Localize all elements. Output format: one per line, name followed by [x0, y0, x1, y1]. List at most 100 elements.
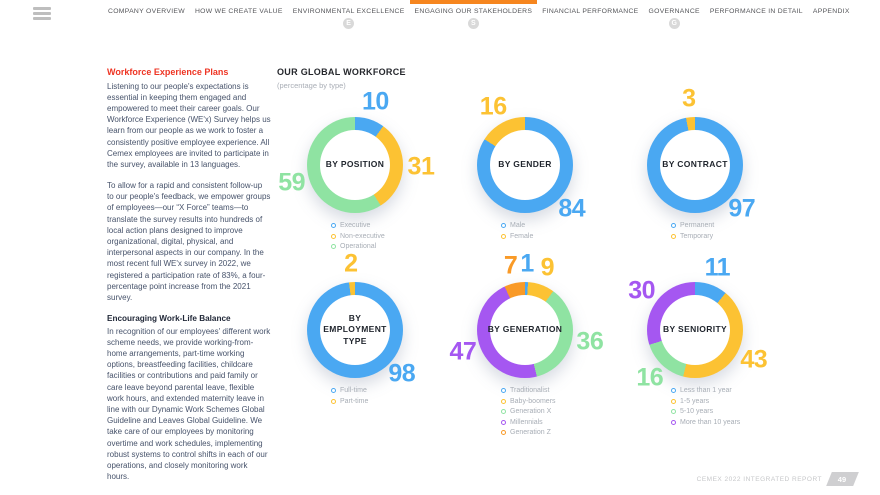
nav-item-label: HOW WE CREATE VALUE	[194, 8, 283, 15]
nav-item-label: FINANCIAL PERFORMANCE	[542, 8, 639, 15]
legend-label: Temporary	[680, 232, 714, 240]
article-paragraph: Listening to our people's expectations i…	[107, 81, 271, 169]
nav-item-label: ENVIRONMENTAL EXCELLENCE	[292, 8, 405, 15]
legend-label: Generation X	[510, 408, 552, 415]
segment-value-label: 98	[388, 359, 416, 388]
legend-marker-icon	[331, 398, 336, 404]
donut-center-label: BY CONTRACT	[662, 159, 728, 170]
nav-item-label: GOVERNANCE	[648, 8, 700, 15]
segment-value-label: 16	[636, 363, 664, 392]
legend-item: 1-5 years	[671, 398, 740, 405]
legend-label: Permanent	[680, 222, 715, 229]
legend-marker-icon	[501, 398, 506, 404]
nav-item[interactable]: ENGAGING OUR STAKEHOLDERS S	[409, 0, 538, 29]
nav-item[interactable]: GOVERNANCE G	[644, 0, 705, 29]
report-title-label: CEMEX 2022 INTEGRATED REPORT	[696, 475, 822, 483]
legend-item: Executive	[331, 222, 385, 229]
segment-value-label: 2	[344, 249, 358, 278]
legend-item: Full-time	[331, 387, 368, 394]
donut-center-label: BY SENIORITY	[662, 324, 728, 335]
legend-marker-icon	[501, 409, 506, 414]
legend-label: Female	[510, 232, 534, 240]
donut-ring: BY CONTRACT	[647, 117, 743, 213]
donut-chart: BY GENERATION Traditionalist Baby-boomers…	[440, 248, 610, 436]
segment-value-label: 11	[704, 253, 731, 282]
segment-value-label: 3	[682, 84, 696, 113]
nav-item[interactable]: FINANCIAL PERFORMANCE	[537, 0, 643, 29]
donut-chart: BY GENDER Male Female 84 16	[440, 83, 610, 248]
segment-value-label: 10	[361, 87, 389, 116]
legend-marker-icon	[671, 233, 676, 239]
donut-center-label: BY POSITION	[325, 159, 385, 170]
nav-item[interactable]: PERFORMANCE IN DETAIL	[705, 0, 808, 29]
legend-label: 5-10 years	[680, 408, 714, 415]
nav-item[interactable]: HOW WE CREATE VALUE	[190, 0, 288, 29]
donut-ring: BY POSITION	[307, 117, 403, 213]
legend-item: Generation Z	[501, 429, 556, 436]
segment-value-label: 84	[558, 194, 586, 223]
nav-item-label: APPENDIX	[812, 8, 850, 15]
segment-value-label: 1	[520, 249, 534, 278]
chart-legend: Executive Non-executive Operational	[331, 222, 385, 250]
segment-value-label: 43	[740, 345, 768, 374]
segment-value-label: 30	[628, 276, 655, 305]
legend-marker-icon	[501, 388, 506, 393]
chart-legend: Traditionalist Baby-boomers Generation X Mi…	[501, 387, 556, 436]
legend-item: Generation X	[501, 408, 556, 415]
charts-subtitle: (percentage by type)	[277, 81, 346, 90]
donut-center-label: BY EMPLOYMENT TYPE	[323, 313, 387, 346]
legend-marker-icon	[671, 419, 676, 425]
chart-legend: Full-time Part-time	[331, 387, 368, 405]
legend-label: Full-time	[340, 387, 367, 394]
donut-chart: BY POSITION Executive Non-executive Operat…	[270, 83, 440, 250]
legend-marker-icon	[331, 223, 336, 228]
legend-marker-icon	[671, 388, 676, 393]
segment-value-label: 7	[503, 251, 518, 280]
nav-item[interactable]: COMPANY OVERVIEW	[103, 0, 190, 29]
segment-value-label: 31	[407, 152, 435, 181]
article-subheading: Encouraging Work-Life Balance	[107, 314, 231, 324]
legend-marker-icon	[671, 398, 676, 404]
legend-label: Millennials	[510, 418, 543, 426]
donut-ring: BY EMPLOYMENT TYPE	[307, 282, 403, 378]
legend-item: Operational	[331, 243, 385, 250]
chart-legend: Permanent Temporary	[671, 222, 714, 240]
segment-value-label: 16	[479, 92, 507, 121]
nav-item-badge: S	[467, 18, 479, 29]
legend-label: Baby-boomers	[510, 397, 556, 405]
legend-item: Traditionalist	[501, 387, 556, 394]
legend-label: More than 10 years	[680, 418, 741, 426]
segment-value-label: 97	[728, 194, 756, 223]
charts-header: OUR GLOBAL WORKFORCE (percentage by type…	[277, 67, 406, 90]
legend-marker-icon	[501, 430, 506, 435]
chart-legend: Male Female	[501, 222, 533, 240]
page-footer: CEMEX 2022 INTEGRATED REPORT 49	[696, 472, 859, 486]
legend-label: Generation Z	[510, 429, 551, 436]
legend-marker-icon	[671, 409, 676, 414]
legend-marker-icon	[331, 233, 336, 239]
top-navigation-bar: COMPANY OVERVIEW HOW WE CREATE VALUE ENV…	[0, 0, 880, 32]
donut-chart: BY CONTRACT Permanent Temporary 97 3	[610, 83, 780, 248]
nav-item-badge: E	[343, 18, 355, 29]
legend-item: Temporary	[671, 233, 714, 240]
donut-chart: BY SENIORITY Less than 1 year 1-5 years 5-…	[610, 248, 780, 425]
nav-item[interactable]: ENVIRONMENTAL EXCELLENCE E	[288, 0, 410, 29]
donut-chart: BY EMPLOYMENT TYPE Full-time Part-time 98 2	[270, 248, 440, 413]
hamburger-menu-icon[interactable]	[33, 7, 51, 20]
legend-marker-icon	[501, 223, 506, 228]
legend-label: Male	[510, 222, 526, 229]
legend-item: More than 10 years	[671, 419, 740, 426]
segment-value-label: 59	[278, 168, 306, 197]
chart-legend: Less than 1 year 1-5 years 5-10 years More …	[671, 387, 740, 426]
legend-label: Operational	[340, 243, 377, 250]
legend-marker-icon	[671, 223, 676, 228]
top-nav: COMPANY OVERVIEW HOW WE CREATE VALUE ENV…	[103, 0, 855, 29]
nav-item[interactable]: APPENDIX	[808, 0, 855, 29]
nav-item-label: COMPANY OVERVIEW	[108, 8, 185, 15]
donut-center-label: BY GENERATION	[487, 324, 563, 335]
legend-item: Millennials	[501, 419, 556, 426]
legend-marker-icon	[331, 388, 336, 393]
donut-ring: BY GENERATION	[477, 282, 573, 378]
donut-hole	[660, 295, 730, 365]
